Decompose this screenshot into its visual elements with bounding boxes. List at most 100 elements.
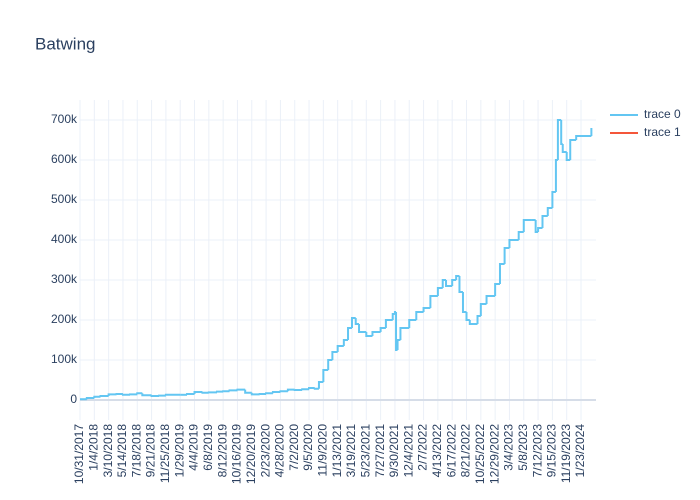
x-tick-label: 6/8/2019 (201, 424, 215, 471)
x-tick-label: 9/5/2020 (301, 424, 315, 471)
x-tick-label: 10/25/2022 (473, 424, 487, 484)
line-step (575, 135, 582, 140)
line-step (485, 295, 496, 304)
x-tick-label: 2/7/2022 (416, 424, 430, 471)
line-step (503, 247, 510, 264)
line-step (331, 351, 338, 360)
line-step (384, 319, 393, 328)
y-tick-label: 400k (51, 232, 78, 246)
line-step (517, 231, 524, 240)
line-step (358, 324, 367, 333)
line-step (451, 279, 457, 286)
x-tick-label: 7/2/2020 (287, 424, 301, 471)
line-step (546, 207, 553, 216)
line-step (250, 392, 260, 396)
chart-title: Batwing (35, 34, 95, 53)
x-tick-label: 7/27/2021 (373, 424, 387, 478)
line-step (561, 144, 567, 153)
x-tick-label: 7/18/2018 (129, 424, 143, 478)
line-step (429, 295, 438, 308)
legend-label: trace 1 (644, 125, 681, 139)
line-step (554, 159, 558, 192)
x-tick-label: 1/29/2019 (172, 424, 186, 478)
line-step (244, 389, 252, 394)
line-step (342, 339, 349, 346)
x-tick-label: 4/13/2022 (430, 424, 444, 478)
x-tick-label: 4/4/2019 (187, 424, 201, 471)
x-tick-label: 3/10/2018 (101, 424, 115, 478)
x-tick-label: 10/16/2019 (230, 424, 244, 484)
x-tick-label: 5/14/2018 (115, 424, 129, 478)
line-step (301, 388, 310, 391)
x-tick-label: 4/28/2020 (273, 424, 287, 478)
line-step (408, 319, 417, 328)
line-step (121, 393, 130, 396)
line-step (228, 389, 238, 392)
line-step (308, 387, 315, 390)
line-step (265, 392, 273, 395)
line-step (322, 369, 329, 382)
x-tick-label: 12/4/2021 (401, 424, 415, 478)
line-step (436, 287, 443, 296)
line-step (93, 395, 101, 398)
line-step (541, 215, 548, 228)
line-step (399, 327, 410, 340)
line-step (455, 275, 460, 280)
y-tick-label: 600k (51, 152, 78, 166)
x-tick-label: 11/9/2020 (316, 424, 330, 477)
x-tick-label: 3/4/2023 (502, 424, 516, 471)
line-step (327, 359, 333, 370)
x-tick-label: 1/23/2024 (573, 424, 587, 478)
x-tick-label: 5/23/2021 (358, 424, 372, 478)
line-step (317, 381, 324, 389)
line-step (560, 120, 563, 145)
line-step (347, 327, 352, 340)
y-tick-label: 500k (51, 192, 78, 206)
line-step (565, 152, 571, 161)
x-tick-label: 11/25/2018 (158, 424, 172, 483)
line-step (186, 393, 195, 395)
line-step (422, 307, 431, 312)
x-tick-label: 8/21/2022 (459, 424, 473, 478)
line-step (150, 395, 160, 397)
line-step (441, 279, 447, 288)
x-tick-label: 9/15/2023 (545, 424, 559, 478)
y-tick-label: 100k (51, 352, 78, 366)
line-step (468, 320, 478, 325)
x-tick-label: 6/17/2022 (444, 424, 458, 478)
line-step (445, 280, 453, 287)
line-step (107, 393, 117, 396)
line-step (551, 191, 556, 208)
line-step (556, 119, 562, 160)
x-tick-label: 8/12/2019 (215, 424, 229, 478)
x-tick-label: 2/23/2020 (258, 424, 272, 478)
line-step (141, 393, 152, 397)
line-step (476, 315, 481, 324)
line-step (286, 388, 295, 392)
line-step (537, 227, 543, 232)
x-tick-label: 1/13/2021 (330, 424, 344, 478)
line-step (458, 276, 463, 293)
x-tick-label: 12/20/2019 (244, 424, 258, 484)
x-tick-label: 5/8/2023 (516, 424, 530, 471)
line-step (354, 318, 360, 325)
y-tick-label: 200k (51, 312, 78, 326)
line-step (479, 303, 487, 316)
y-tick-label: 0 (70, 392, 77, 406)
line-step (336, 345, 344, 352)
line-step (313, 387, 319, 390)
y-tick-label: 700k (51, 112, 78, 126)
line-step (461, 292, 467, 313)
line-step (396, 339, 401, 350)
x-tick-label: 9/21/2018 (144, 424, 158, 478)
line-step (379, 327, 386, 332)
line-step (201, 391, 209, 394)
x-tick-label: 9/30/2021 (387, 424, 401, 478)
line-step (365, 332, 373, 337)
line-step (508, 239, 519, 248)
line-step (371, 331, 381, 336)
line-step (415, 311, 424, 320)
line-step (193, 391, 203, 394)
line-step (279, 390, 288, 393)
x-tick-label: 10/31/2017 (72, 424, 86, 484)
